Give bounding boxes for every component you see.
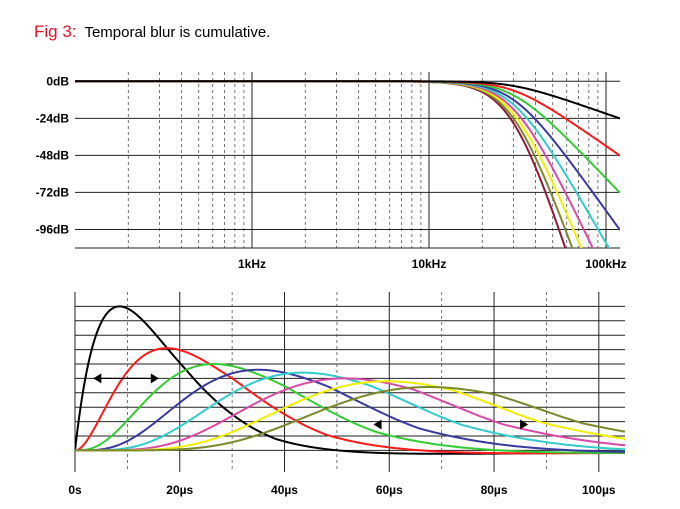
freq-tick-label: 10kHz: [412, 257, 447, 271]
spread-arrow-left: [373, 419, 382, 430]
db-tick-label: -24dB: [36, 111, 70, 125]
freq-series-1: [75, 80, 620, 120]
time-series-4: [75, 368, 625, 453]
freq-tick-label: 1kHz: [238, 257, 266, 271]
freq-series-8: [75, 80, 574, 248]
db-tick-label: -72dB: [36, 185, 70, 199]
db-tick-label: -96dB: [36, 222, 70, 236]
width-double-arrow: [93, 373, 159, 384]
time-curves: [75, 305, 625, 455]
width-arrow-head-right: [150, 373, 159, 384]
db-tick-label: -48dB: [36, 148, 70, 162]
time-tick-label: 60µs: [376, 483, 403, 497]
time-tick-label: 100µs: [582, 483, 616, 497]
width-arrow-head-left: [93, 373, 102, 384]
figure-caption: Fig 3: Temporal blur is cumulative.: [34, 22, 270, 42]
time-series-8: [75, 386, 625, 452]
time-series-2: [75, 347, 625, 455]
freq-tick-label: 100kHz: [585, 257, 626, 271]
freq-series-7: [75, 80, 583, 248]
figure-caption-text: Temporal blur is cumulative.: [84, 24, 271, 41]
time-tick-label: 80µs: [481, 483, 508, 497]
impulse-response-plot: 0s 20µs 40µs 60µs 80µs 100µs: [68, 292, 625, 497]
frequency-response-plot: 0dB -24dB -48dB -72dB -96dB 1kHz 10kHz 100kHz: [36, 72, 627, 271]
time-series-5: [75, 371, 625, 452]
time-tick-label: 20µs: [166, 483, 193, 497]
time-series-3: [75, 362, 625, 454]
figure-label: Fig 3:: [34, 22, 77, 41]
time-series-6: [75, 377, 625, 452]
spread-arrow-right: [520, 419, 529, 430]
time-series-7: [75, 380, 625, 452]
time-tick-label: 0s: [68, 483, 82, 497]
time-tick-label: 40µs: [271, 483, 298, 497]
db-tick-label: 0dB: [46, 74, 69, 88]
freq-curves: [75, 80, 620, 248]
